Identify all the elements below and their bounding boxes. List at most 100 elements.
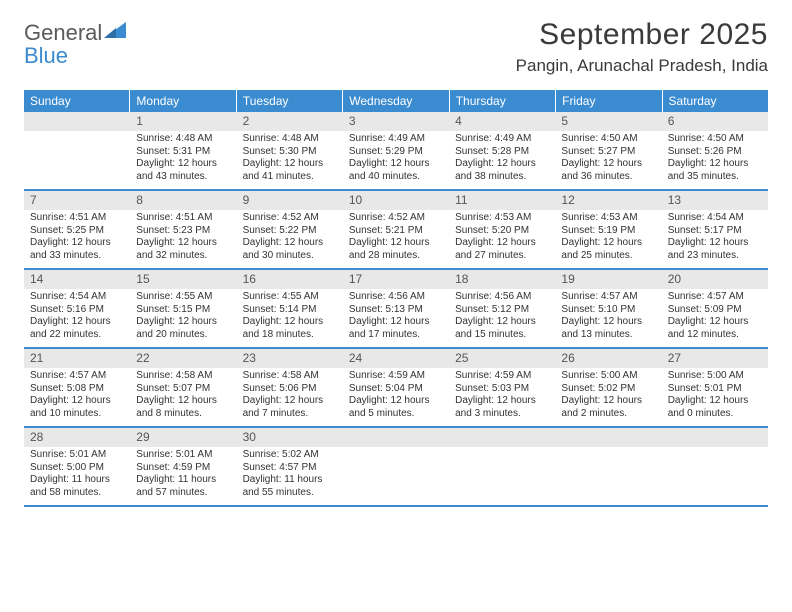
- day-cell: 17Sunrise: 4:56 AMSunset: 5:13 PMDayligh…: [343, 270, 449, 347]
- day-details: Sunrise: 4:53 AMSunset: 5:19 PMDaylight:…: [555, 210, 661, 268]
- day-details: Sunrise: 4:53 AMSunset: 5:20 PMDaylight:…: [449, 210, 555, 268]
- sunrise-text: Sunrise: 4:52 AM: [349, 212, 443, 225]
- day-cell: [24, 112, 130, 189]
- sunrise-text: Sunrise: 4:57 AM: [668, 291, 762, 304]
- week-row: 28Sunrise: 5:01 AMSunset: 5:00 PMDayligh…: [24, 428, 768, 507]
- sunrise-text: Sunrise: 4:55 AM: [136, 291, 230, 304]
- sunrise-text: Sunrise: 5:00 AM: [668, 370, 762, 383]
- day-number: 9: [237, 191, 343, 210]
- day-cell: 3Sunrise: 4:49 AMSunset: 5:29 PMDaylight…: [343, 112, 449, 189]
- day-number: 14: [24, 270, 130, 289]
- sunset-text: Sunset: 5:25 PM: [30, 225, 124, 238]
- daylight-text: Daylight: 11 hours and 57 minutes.: [136, 474, 230, 499]
- day-number: 24: [343, 349, 449, 368]
- day-cell: 2Sunrise: 4:48 AMSunset: 5:30 PMDaylight…: [237, 112, 343, 189]
- day-number: 16: [237, 270, 343, 289]
- daylight-text: Daylight: 11 hours and 55 minutes.: [243, 474, 337, 499]
- daylight-text: Daylight: 12 hours and 17 minutes.: [349, 316, 443, 341]
- daylight-text: Daylight: 12 hours and 28 minutes.: [349, 237, 443, 262]
- sunrise-text: Sunrise: 4:50 AM: [668, 133, 762, 146]
- daylight-text: Daylight: 12 hours and 0 minutes.: [668, 395, 762, 420]
- day-details: Sunrise: 5:00 AMSunset: 5:02 PMDaylight:…: [555, 368, 661, 426]
- page-title: September 2025: [516, 18, 768, 52]
- day-cell: [662, 428, 768, 505]
- sunset-text: Sunset: 5:23 PM: [136, 225, 230, 238]
- empty-day-band: [24, 112, 130, 131]
- sunset-text: Sunset: 5:15 PM: [136, 304, 230, 317]
- day-cell: 21Sunrise: 4:57 AMSunset: 5:08 PMDayligh…: [24, 349, 130, 426]
- sunrise-text: Sunrise: 4:51 AM: [30, 212, 124, 225]
- weekday-header: Sunday: [24, 90, 130, 112]
- weekday-header: Saturday: [663, 90, 768, 112]
- day-details: Sunrise: 4:56 AMSunset: 5:13 PMDaylight:…: [343, 289, 449, 347]
- sunrise-text: Sunrise: 4:57 AM: [561, 291, 655, 304]
- daylight-text: Daylight: 11 hours and 58 minutes.: [30, 474, 124, 499]
- day-cell: 16Sunrise: 4:55 AMSunset: 5:14 PMDayligh…: [237, 270, 343, 347]
- sunrise-text: Sunrise: 4:59 AM: [349, 370, 443, 383]
- sunset-text: Sunset: 5:28 PM: [455, 146, 549, 159]
- day-cell: 25Sunrise: 4:59 AMSunset: 5:03 PMDayligh…: [449, 349, 555, 426]
- day-details: Sunrise: 4:57 AMSunset: 5:09 PMDaylight:…: [662, 289, 768, 347]
- day-details: Sunrise: 4:54 AMSunset: 5:16 PMDaylight:…: [24, 289, 130, 347]
- day-details: Sunrise: 4:58 AMSunset: 5:07 PMDaylight:…: [130, 368, 236, 426]
- sunrise-text: Sunrise: 4:50 AM: [561, 133, 655, 146]
- daylight-text: Daylight: 12 hours and 23 minutes.: [668, 237, 762, 262]
- sunset-text: Sunset: 5:07 PM: [136, 383, 230, 396]
- day-cell: 5Sunrise: 4:50 AMSunset: 5:27 PMDaylight…: [555, 112, 661, 189]
- day-details: Sunrise: 4:49 AMSunset: 5:28 PMDaylight:…: [449, 131, 555, 189]
- sunset-text: Sunset: 5:21 PM: [349, 225, 443, 238]
- weekday-header: Thursday: [450, 90, 556, 112]
- day-number: 26: [555, 349, 661, 368]
- empty-day-band: [662, 428, 768, 447]
- day-number: 30: [237, 428, 343, 447]
- day-number: 6: [662, 112, 768, 131]
- day-details: Sunrise: 4:51 AMSunset: 5:23 PMDaylight:…: [130, 210, 236, 268]
- logo-text: General Blue: [24, 18, 128, 67]
- daylight-text: Daylight: 12 hours and 35 minutes.: [668, 158, 762, 183]
- day-cell: 7Sunrise: 4:51 AMSunset: 5:25 PMDaylight…: [24, 191, 130, 268]
- day-number: 28: [24, 428, 130, 447]
- sunrise-text: Sunrise: 4:57 AM: [30, 370, 124, 383]
- week-row: 14Sunrise: 4:54 AMSunset: 5:16 PMDayligh…: [24, 270, 768, 349]
- logo-triangle-icon: [102, 18, 128, 40]
- daylight-text: Daylight: 12 hours and 12 minutes.: [668, 316, 762, 341]
- week-row: 7Sunrise: 4:51 AMSunset: 5:25 PMDaylight…: [24, 191, 768, 270]
- day-number: 8: [130, 191, 236, 210]
- daylight-text: Daylight: 12 hours and 8 minutes.: [136, 395, 230, 420]
- day-number: 23: [237, 349, 343, 368]
- day-number: 10: [343, 191, 449, 210]
- daylight-text: Daylight: 12 hours and 36 minutes.: [561, 158, 655, 183]
- daylight-text: Daylight: 12 hours and 40 minutes.: [349, 158, 443, 183]
- day-details: Sunrise: 4:51 AMSunset: 5:25 PMDaylight:…: [24, 210, 130, 268]
- sunrise-text: Sunrise: 5:01 AM: [30, 449, 124, 462]
- day-number: 18: [449, 270, 555, 289]
- day-number: 15: [130, 270, 236, 289]
- logo-word1: General: [24, 20, 102, 45]
- daylight-text: Daylight: 12 hours and 2 minutes.: [561, 395, 655, 420]
- sunset-text: Sunset: 5:08 PM: [30, 383, 124, 396]
- empty-day-band: [343, 428, 449, 447]
- day-cell: 18Sunrise: 4:56 AMSunset: 5:12 PMDayligh…: [449, 270, 555, 347]
- daylight-text: Daylight: 12 hours and 32 minutes.: [136, 237, 230, 262]
- sunset-text: Sunset: 5:13 PM: [349, 304, 443, 317]
- day-cell: 30Sunrise: 5:02 AMSunset: 4:57 PMDayligh…: [237, 428, 343, 505]
- sunset-text: Sunset: 5:20 PM: [455, 225, 549, 238]
- weekday-header: Tuesday: [237, 90, 343, 112]
- header: General Blue September 2025 Pangin, Arun…: [24, 18, 768, 76]
- day-number: 25: [449, 349, 555, 368]
- day-details: Sunrise: 5:00 AMSunset: 5:01 PMDaylight:…: [662, 368, 768, 426]
- day-cell: 23Sunrise: 4:58 AMSunset: 5:06 PMDayligh…: [237, 349, 343, 426]
- sunrise-text: Sunrise: 5:00 AM: [561, 370, 655, 383]
- daylight-text: Daylight: 12 hours and 38 minutes.: [455, 158, 549, 183]
- sunrise-text: Sunrise: 4:56 AM: [455, 291, 549, 304]
- daylight-text: Daylight: 12 hours and 20 minutes.: [136, 316, 230, 341]
- day-details: Sunrise: 4:48 AMSunset: 5:30 PMDaylight:…: [237, 131, 343, 189]
- sunrise-text: Sunrise: 4:58 AM: [243, 370, 337, 383]
- day-number: 12: [555, 191, 661, 210]
- day-cell: 11Sunrise: 4:53 AMSunset: 5:20 PMDayligh…: [449, 191, 555, 268]
- daylight-text: Daylight: 12 hours and 5 minutes.: [349, 395, 443, 420]
- day-details: Sunrise: 4:58 AMSunset: 5:06 PMDaylight:…: [237, 368, 343, 426]
- daylight-text: Daylight: 12 hours and 3 minutes.: [455, 395, 549, 420]
- week-row: 21Sunrise: 4:57 AMSunset: 5:08 PMDayligh…: [24, 349, 768, 428]
- sunset-text: Sunset: 5:27 PM: [561, 146, 655, 159]
